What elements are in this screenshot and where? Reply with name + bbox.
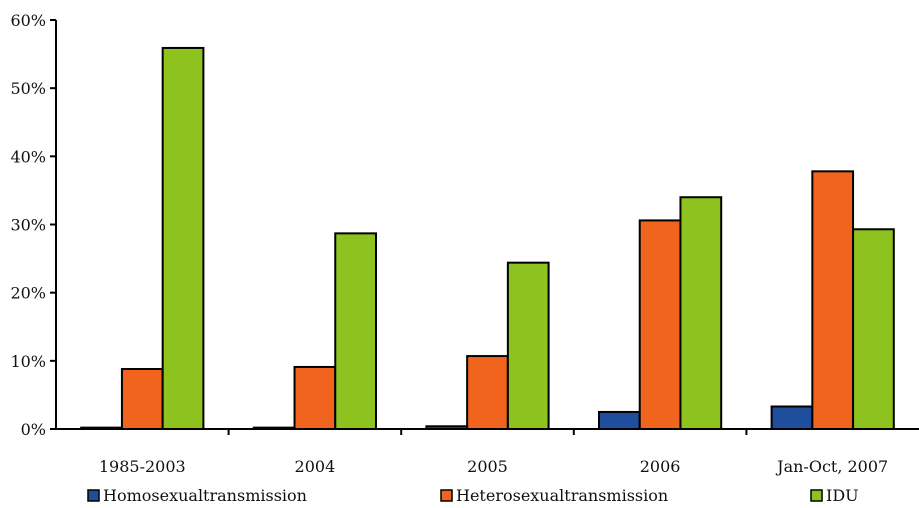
y-tick-label: 0% [21,420,46,439]
bar [425,425,469,431]
x-tick-label: Jan-Oct, 2007 [775,457,888,476]
bar [811,170,855,431]
bar [852,228,895,430]
y-tick-label: 40% [10,147,46,166]
x-tick-label: 1985-2003 [99,457,186,476]
bar [679,196,723,430]
bar [334,232,378,430]
bar [252,426,296,430]
y-tick-label: 60% [10,11,46,30]
legend-label: Homosexualtransmission [103,486,307,505]
bar [638,219,682,430]
x-tick-label: 2006 [640,457,681,476]
x-tick-label: 2005 [467,457,508,476]
bar [506,261,550,430]
legend: Homosexualtransmission Heterosexualtransm… [87,486,859,505]
legend-label: Heterosexualtransmission [456,486,668,505]
bar [120,368,164,431]
bar [597,410,641,431]
bar [161,46,205,430]
x-tick-label: 2004 [295,457,336,476]
bar [770,405,814,431]
plot-area: 0% 10% 20% 30% 40% 50% 60% 1985-2003 2004 2005 200… [10,11,919,476]
y-tick-label: 20% [10,284,46,303]
y-tick-label: 10% [10,352,46,371]
legend-swatch [440,489,453,502]
legend-label: IDU [826,486,859,505]
legend-swatch [87,489,100,502]
y-tick-label: 50% [10,79,46,98]
bar [80,426,123,430]
bar [293,365,337,430]
y-tick-label: 30% [10,216,46,235]
bar [466,355,509,431]
legend-swatch [810,489,823,502]
